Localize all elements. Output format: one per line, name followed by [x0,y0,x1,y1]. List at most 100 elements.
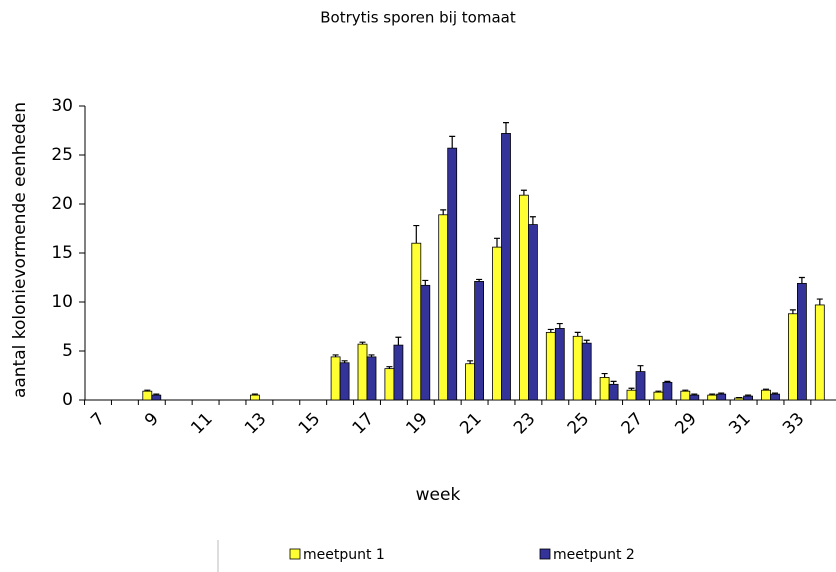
x-tick-label: 31 [725,409,754,438]
legend-swatch [289,548,301,560]
error-bar [610,380,617,385]
bar [384,368,395,401]
bar [411,242,422,401]
error-bar [583,339,590,344]
bar [707,394,718,401]
bar [142,390,153,401]
bar [788,313,798,401]
bar [761,389,771,401]
bar [393,344,404,401]
x-tick-label: 27 [618,409,647,438]
error-bar [709,393,716,396]
y-tick-label: 0 [62,390,73,410]
error-bar [520,189,527,196]
error-bar [682,389,689,392]
legend-swatch [539,548,551,560]
error-bar [718,392,725,395]
error-bar [359,341,366,345]
bar [474,281,485,401]
error-bar [798,276,805,284]
bar [528,224,538,401]
bar [330,356,341,401]
bar [492,246,502,401]
x-tick-label: 17 [349,409,378,438]
error-bar [368,354,375,357]
bar [501,133,511,401]
error-bar [529,216,536,225]
error-bar [251,393,258,396]
bar [572,335,583,401]
x-tick-label: 33 [779,409,808,438]
bar [716,393,727,401]
error-bar [467,360,474,364]
error-bar [395,336,402,346]
bar [797,282,807,401]
error-bar [816,298,823,305]
bar [554,328,565,401]
error-bar [574,331,581,337]
bar [743,395,753,401]
x-tick-label: 9 [141,409,163,431]
bar [545,331,556,401]
error-bar [476,278,483,282]
error-bar [628,387,635,391]
x-tick-label: 29 [671,409,700,438]
x-axis-label: week [416,485,461,505]
error-bar [144,389,151,392]
bar [599,377,610,401]
x-tick-label: 19 [402,409,431,438]
error-bar [153,393,160,396]
legend-label: meetpunt 2 [553,547,635,563]
error-bar [440,209,447,215]
y-tick-label: 20 [51,194,73,214]
x-tick-label: 11 [187,409,216,438]
error-bar [601,372,608,378]
error-bar [664,380,671,383]
bar [608,383,619,401]
chart-title: Botrytis sporen bij tomaat [320,9,516,27]
bar [635,371,646,401]
bar [734,397,744,401]
y-tick-label: 25 [51,145,73,165]
error-bar [655,390,662,393]
x-tick-label: 21 [456,409,485,438]
bar [581,342,592,401]
legend-label: meetpunt 1 [303,547,385,563]
bar [366,356,377,401]
y-tick-label: 5 [62,341,73,361]
y-tick-label: 15 [51,243,73,263]
error-bar [503,122,509,134]
error-bar [547,328,554,333]
error-bar [691,393,698,396]
y-tick-label: 30 [51,96,73,116]
bar [420,284,431,401]
bar [680,390,691,401]
error-bar [341,360,348,363]
error-bar [637,365,644,372]
bar [151,394,162,401]
error-bar [413,224,420,244]
bar [339,362,350,401]
bar [465,363,476,401]
y-tick-label: 10 [51,292,73,312]
error-bar [789,309,796,314]
error-bar [745,394,752,397]
error-bar [449,135,456,149]
bar [814,304,825,401]
bar [626,389,637,401]
bar [249,394,260,401]
x-tick-label: 23 [510,409,539,438]
y-axis-label: aantal kolonievormende eenheden [10,102,30,398]
x-tick-label: 7 [87,409,109,431]
bar [438,214,449,401]
error-bar [494,237,500,248]
error-bar [556,322,563,329]
bar [357,343,368,401]
x-tick-label: 15 [295,409,324,438]
bar [662,381,673,401]
error-bar [763,388,769,391]
error-bar [772,392,778,395]
error-bar [386,366,393,369]
bar [519,194,529,401]
